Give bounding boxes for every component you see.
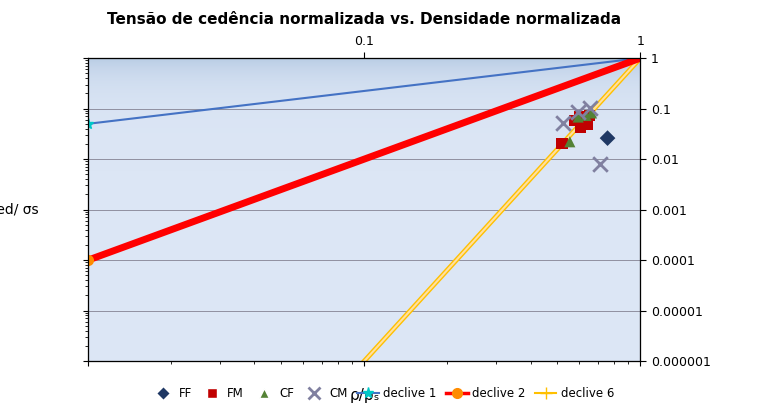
Point [584,112,596,119]
Title: Tensão de cedência normalizada vs. Densidade normalizada: Tensão de cedência normalizada vs. Densi… [107,12,621,27]
Point [556,141,568,147]
Point [572,109,584,115]
Point [574,124,586,131]
Point [573,114,585,120]
Legend: FF, FM, CF, CM, declive 1, declive 2, declive 6: FF, FM, CF, CM, declive 1, declive 2, de… [148,383,619,405]
Point [572,114,584,120]
Point [585,110,597,116]
Point [584,104,596,111]
Point [580,114,592,121]
Point [573,118,585,125]
Point [564,139,576,145]
Point [580,112,592,119]
Text: ρ/ρₛ: ρ/ρₛ [349,388,380,403]
Point [557,120,569,126]
Text: σced/ σs: σced/ σs [0,203,38,217]
Point [581,121,594,128]
Point [568,117,580,124]
Point [601,135,614,142]
Point [594,161,607,167]
